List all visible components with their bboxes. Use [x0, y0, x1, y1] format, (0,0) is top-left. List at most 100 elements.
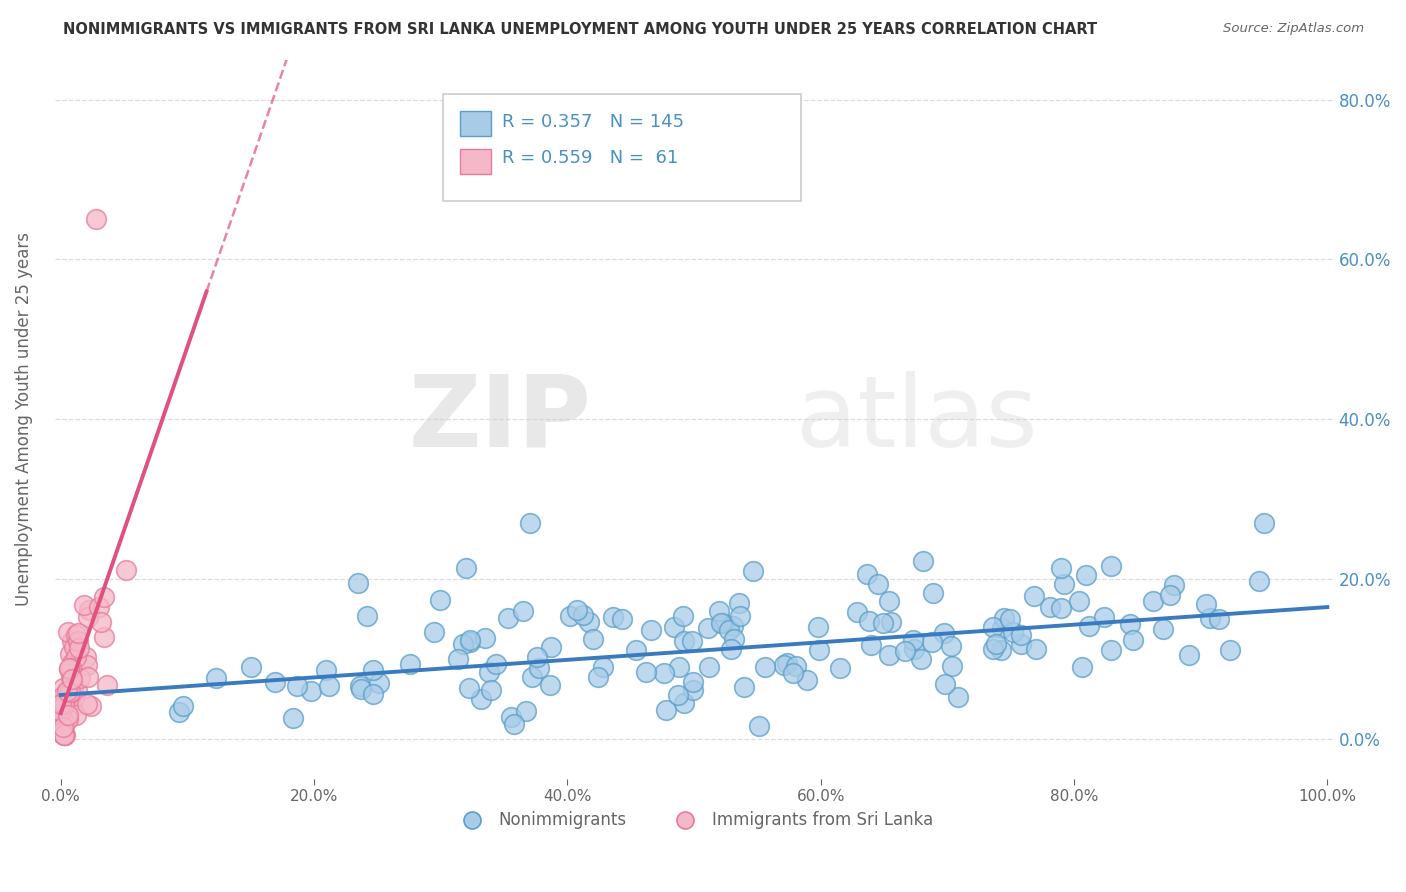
- Point: [578, 615, 600, 630]
- Point: [470, 691, 492, 706]
- Point: [77, 602, 100, 616]
- Point: [527, 660, 550, 674]
- Point: [67, 640, 90, 655]
- Point: [58, 660, 80, 674]
- Point: [941, 639, 963, 653]
- Point: [571, 608, 593, 623]
- Point: [1049, 561, 1071, 575]
- Point: [1219, 643, 1241, 657]
- Point: [602, 610, 624, 624]
- Point: [349, 679, 371, 693]
- Point: [53, 728, 76, 742]
- Point: [592, 660, 614, 674]
- Point: [87, 599, 110, 614]
- Point: [356, 609, 378, 624]
- Point: [860, 638, 883, 652]
- Point: [299, 683, 322, 698]
- Point: [697, 660, 720, 674]
- Point: [582, 632, 605, 646]
- Point: [1049, 601, 1071, 615]
- Point: [52, 720, 75, 734]
- Point: [610, 612, 633, 626]
- Point: [872, 616, 894, 631]
- Point: [474, 632, 496, 646]
- Point: [56, 624, 79, 639]
- Point: [668, 659, 690, 673]
- Point: [51, 697, 73, 711]
- Point: [65, 707, 87, 722]
- Point: [672, 609, 695, 624]
- Point: [65, 628, 87, 642]
- Point: [512, 604, 534, 618]
- Point: [499, 709, 522, 723]
- Point: [1159, 588, 1181, 602]
- Point: [879, 615, 901, 629]
- Point: [772, 657, 794, 672]
- Point: [114, 563, 136, 577]
- Point: [479, 683, 502, 698]
- Point: [910, 652, 932, 666]
- Point: [903, 642, 925, 657]
- Point: [673, 634, 696, 648]
- Point: [1247, 574, 1270, 589]
- Point: [458, 632, 481, 647]
- Y-axis label: Unemployment Among Youth under 25 years: Unemployment Among Youth under 25 years: [15, 232, 32, 607]
- Point: [807, 620, 830, 634]
- Point: [73, 598, 96, 612]
- Point: [65, 649, 87, 664]
- Point: [55, 728, 77, 742]
- Point: [515, 704, 537, 718]
- Point: [754, 660, 776, 674]
- Point: [586, 670, 609, 684]
- Point: [52, 681, 75, 696]
- Point: [1053, 576, 1076, 591]
- Point: [682, 683, 704, 698]
- Point: [66, 626, 89, 640]
- Point: [58, 713, 80, 727]
- Point: [478, 665, 501, 679]
- Point: [921, 635, 943, 649]
- Point: [399, 657, 422, 672]
- Point: [672, 696, 695, 710]
- Point: [49, 726, 72, 740]
- Point: [538, 678, 561, 692]
- Point: [56, 693, 79, 707]
- Point: [934, 677, 956, 691]
- Point: [458, 681, 481, 696]
- Point: [62, 680, 84, 694]
- Point: [60, 683, 83, 698]
- Point: [86, 212, 108, 227]
- Point: [655, 702, 678, 716]
- Point: [782, 665, 804, 680]
- Point: [1071, 659, 1094, 673]
- Point: [941, 659, 963, 673]
- Point: [51, 704, 73, 718]
- Point: [807, 643, 830, 657]
- Point: [560, 609, 582, 624]
- Point: [66, 683, 89, 698]
- Point: [62, 656, 84, 670]
- Point: [894, 644, 917, 658]
- Point: [921, 586, 943, 600]
- Point: [526, 650, 548, 665]
- Point: [1163, 578, 1185, 592]
- Point: [350, 682, 373, 697]
- Point: [93, 590, 115, 604]
- Point: [76, 657, 98, 672]
- Point: [911, 554, 934, 568]
- Point: [1022, 589, 1045, 603]
- Point: [318, 679, 340, 693]
- Point: [55, 713, 77, 727]
- Point: [858, 614, 880, 628]
- Point: [682, 674, 704, 689]
- Point: [565, 603, 588, 617]
- Text: R = 0.559   N =  61: R = 0.559 N = 61: [502, 149, 678, 167]
- Point: [52, 697, 75, 711]
- Point: [56, 683, 79, 698]
- Point: [709, 615, 731, 630]
- Point: [53, 715, 76, 730]
- Point: [51, 724, 73, 739]
- Point: [1099, 559, 1122, 574]
- Point: [496, 611, 519, 625]
- Point: [1195, 597, 1218, 611]
